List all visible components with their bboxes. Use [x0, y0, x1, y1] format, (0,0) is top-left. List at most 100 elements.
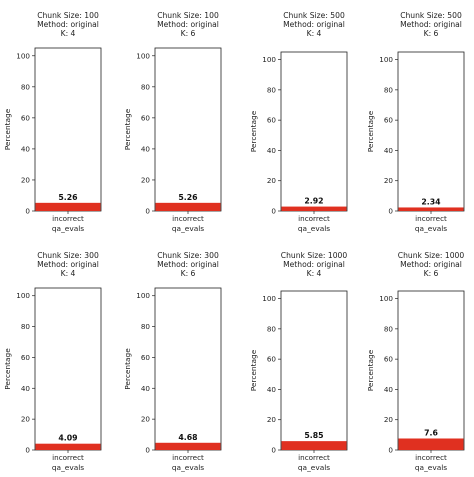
- chart-title-line: K: 6: [424, 29, 439, 38]
- y-tick-label: 40: [384, 146, 394, 155]
- chart-title-line: K: 4: [307, 269, 322, 278]
- y-tick-label: 100: [379, 294, 393, 303]
- y-axis-label: Percentage: [249, 110, 258, 152]
- chart-title-line: Chunk Size: 100: [37, 11, 99, 20]
- y-tick-label: 60: [267, 116, 277, 125]
- chart-title-line: Chunk Size: 1000: [281, 251, 348, 260]
- chart-title-line: Chunk Size: 1000: [398, 251, 465, 260]
- bar-incorrect: [155, 202, 221, 211]
- x-axis-label: qa_evals: [52, 224, 84, 233]
- plot-frame: [34, 287, 102, 451]
- chart-title-line: K: 4: [61, 29, 76, 38]
- chart-title-line: Method: original: [400, 260, 462, 269]
- bar-incorrect: [281, 441, 347, 450]
- data-label: 4.09: [58, 434, 77, 443]
- y-tick-label: 0: [145, 446, 150, 455]
- chart-title-line: Method: original: [37, 20, 99, 29]
- y-axis-label: Percentage: [366, 349, 375, 391]
- x-tick-label: incorrect: [415, 214, 447, 223]
- y-tick-label: 0: [25, 207, 30, 216]
- y-tick-label: 60: [141, 353, 151, 362]
- x-tick-label: incorrect: [298, 453, 330, 462]
- chart-title-line: Method: original: [157, 260, 219, 269]
- y-tick-label: 60: [141, 113, 151, 122]
- y-tick-label: 100: [16, 51, 30, 60]
- y-axis-label: Percentage: [3, 108, 12, 150]
- y-tick-label: 20: [21, 175, 31, 184]
- chart-title-line: Method: original: [283, 20, 345, 29]
- x-axis-label: qa_evals: [52, 463, 84, 472]
- data-label: 2.34: [421, 197, 441, 206]
- y-tick-label: 0: [271, 207, 276, 216]
- y-tick-label: 40: [267, 146, 277, 155]
- y-tick-label: 80: [267, 324, 277, 333]
- plot-frame: [280, 51, 348, 212]
- y-tick-label: 0: [145, 207, 150, 216]
- y-tick-label: 40: [21, 144, 31, 153]
- x-axis-label: qa_evals: [415, 463, 447, 472]
- chart-title-line: K: 4: [307, 29, 322, 38]
- y-tick-label: 80: [384, 85, 394, 94]
- y-tick-label: 40: [21, 384, 31, 393]
- y-tick-label: 60: [21, 113, 31, 122]
- chart-title-line: K: 6: [424, 269, 439, 278]
- data-label: 4.68: [178, 433, 197, 442]
- y-tick-label: 20: [141, 415, 151, 424]
- plot-frame: [397, 51, 465, 212]
- x-axis-label: qa_evals: [298, 224, 330, 233]
- chart-title-line: Chunk Size: 500: [283, 11, 345, 20]
- y-tick-label: 40: [267, 385, 277, 394]
- y-tick-label: 0: [271, 446, 276, 455]
- plot-frame: [34, 47, 102, 212]
- x-tick-label: incorrect: [52, 453, 84, 462]
- y-axis-label: Percentage: [249, 349, 258, 391]
- chart-title-line: Chunk Size: 500: [400, 11, 462, 20]
- y-tick-label: 0: [388, 207, 393, 216]
- plot-frame: [397, 290, 465, 451]
- y-tick-label: 40: [141, 384, 151, 393]
- y-tick-label: 80: [21, 82, 31, 91]
- x-tick-label: incorrect: [52, 214, 84, 223]
- y-tick-label: 0: [25, 446, 30, 455]
- y-tick-label: 100: [262, 294, 276, 303]
- x-tick-label: incorrect: [415, 453, 447, 462]
- y-axis-label: Percentage: [3, 348, 12, 390]
- y-tick-label: 20: [21, 415, 31, 424]
- y-tick-label: 20: [267, 176, 277, 185]
- chart-title-line: Method: original: [157, 20, 219, 29]
- bar-incorrect: [281, 206, 347, 211]
- x-tick-label: incorrect: [172, 453, 204, 462]
- plot-frame: [154, 287, 222, 451]
- bar-incorrect: [35, 202, 101, 211]
- chart-title-line: Method: original: [37, 260, 99, 269]
- x-axis-label: qa_evals: [172, 224, 204, 233]
- y-tick-label: 60: [267, 355, 277, 364]
- x-tick-label: incorrect: [172, 214, 204, 223]
- x-tick-label: incorrect: [298, 214, 330, 223]
- y-tick-label: 60: [384, 116, 394, 125]
- y-tick-label: 0: [388, 446, 393, 455]
- chart-title-line: Chunk Size: 300: [37, 251, 99, 260]
- data-label: 2.92: [304, 197, 323, 206]
- data-label: 5.85: [304, 431, 323, 440]
- y-axis-label: Percentage: [123, 108, 132, 150]
- y-tick-label: 100: [262, 55, 276, 64]
- y-tick-label: 100: [16, 291, 30, 300]
- y-tick-label: 80: [141, 82, 151, 91]
- x-axis-label: qa_evals: [415, 224, 447, 233]
- data-label: 7.6: [424, 428, 438, 437]
- y-tick-label: 80: [21, 322, 31, 331]
- chart-title-line: K: 6: [181, 269, 196, 278]
- y-tick-label: 20: [384, 176, 394, 185]
- bar-incorrect: [398, 207, 464, 211]
- y-tick-label: 80: [141, 322, 151, 331]
- y-tick-label: 100: [136, 291, 150, 300]
- chart-title-line: Chunk Size: 300: [157, 251, 219, 260]
- y-axis-label: Percentage: [123, 348, 132, 390]
- y-tick-label: 100: [136, 51, 150, 60]
- y-tick-label: 80: [267, 85, 277, 94]
- bar-incorrect: [35, 443, 101, 450]
- chart-title-line: K: 4: [61, 269, 76, 278]
- x-axis-label: qa_evals: [298, 463, 330, 472]
